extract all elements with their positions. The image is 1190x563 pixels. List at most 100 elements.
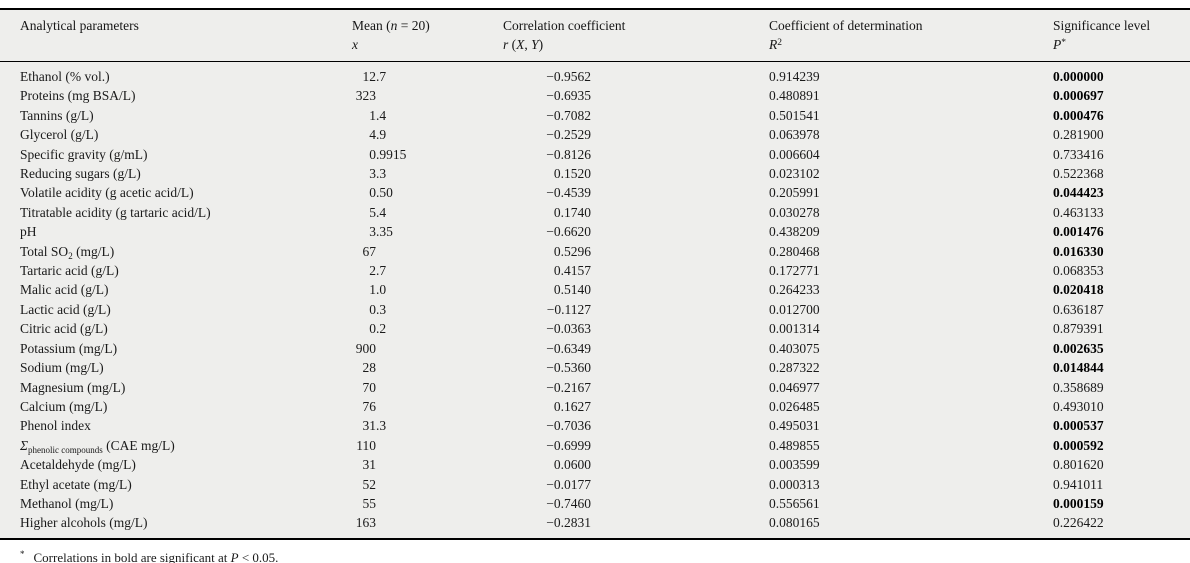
mean-integer-part: 28	[362, 360, 377, 376]
text-segment: (CAE mg/L)	[102, 437, 175, 453]
text-segment: R	[769, 37, 778, 52]
text-segment: Acetaldehyde (mg/L)	[20, 457, 136, 473]
determination-cell: 0.438209	[769, 224, 820, 240]
text-segment: (mg/L)	[72, 243, 115, 259]
table-row: Reducing sugars (g/L) 3.3 0.1520 0.023102 0.…	[0, 164, 1190, 183]
correlation-cell: −0.2831	[503, 513, 769, 538]
text-segment: Methanol (mg/L)	[20, 495, 114, 511]
param-cell: Titratable acidity (g tartaric acid/L)	[0, 203, 352, 222]
correlation-cell: −0.0177	[503, 475, 769, 494]
correlation-cell: −0.8126	[503, 145, 769, 164]
table-row: Magnesium (mg/L) 70 −0.2167 0.046977 0.35868…	[0, 378, 1190, 397]
text-segment: Lactic acid (g/L)	[20, 301, 111, 317]
significance-cell: 0.000476	[1053, 107, 1104, 123]
correlation-value: −0.6349	[546, 340, 591, 356]
header-line1: Mean (n = 20)	[352, 16, 503, 35]
param-cell: Volatile acidity (g acetic acid/L)	[0, 183, 352, 202]
param-cell: Phenol index	[0, 416, 352, 435]
mean-cell: 70	[352, 378, 503, 397]
text-segment: r	[503, 37, 509, 52]
significance-cell: 0.493010	[1053, 398, 1104, 414]
text-segment: Volatile acidity (g acetic acid/L)	[20, 185, 194, 201]
mean-integer-part: 0	[369, 321, 376, 337]
text-segment: Proteins (mg BSA/L)	[20, 88, 136, 104]
mean-cell: 28	[352, 358, 503, 377]
table-row: Citric acid (g/L) 0.2 −0.0363 0.001314 0.879…	[0, 319, 1190, 338]
mean-integer-part: 76	[362, 398, 377, 414]
mean-integer-part: 0	[369, 185, 376, 201]
mean-integer-part: 110	[356, 437, 376, 453]
mean-cell: 2.7	[352, 261, 503, 280]
correlation-value: 0.4157	[553, 263, 591, 279]
text-segment: 2	[777, 38, 782, 48]
table-row: Titratable acidity (g tartaric acid/L) 5.…	[0, 203, 1190, 222]
correlation-cell: −0.0363	[503, 319, 769, 338]
text-segment: 2	[68, 250, 73, 261]
significance-cell: 0.463133	[1053, 204, 1104, 220]
text-segment: Tartaric acid (g/L)	[20, 263, 119, 279]
correlation-cell: 0.4157	[503, 261, 769, 280]
significance-cell: 0.801620	[1053, 457, 1104, 473]
param-cell: Σphenolic compounds (CAE mg/L)	[0, 436, 352, 455]
text-segment: < 0.05.	[238, 549, 279, 563]
text-segment: pH	[20, 224, 37, 240]
determination-cell: 0.001314	[769, 321, 820, 337]
header-line1: Correlation coefficient	[503, 16, 769, 35]
mean-cell: 31	[352, 455, 503, 474]
analytical-parameters-table: Analytical parameters Mean (n = 20) x Corre…	[0, 8, 1190, 540]
table-row: Calcium (mg/L) 76 0.1627 0.026485 0.493010	[0, 397, 1190, 416]
correlation-value: −0.2167	[546, 379, 591, 395]
determination-cell: 0.172771	[769, 263, 820, 279]
mean-cell: 0.9915	[352, 145, 503, 164]
significance-cell: 0.000159	[1053, 495, 1104, 511]
table-header: Analytical parameters Mean (n = 20) x Corre…	[0, 9, 1190, 62]
significance-cell: 0.000000	[1053, 69, 1104, 84]
mean-integer-part: 70	[362, 379, 377, 395]
table-row: Methanol (mg/L) 55 −0.7460 0.556561 0.000159	[0, 494, 1190, 513]
correlation-cell: −0.1127	[503, 300, 769, 319]
determination-cell: 0.046977	[769, 379, 820, 395]
significance-cell: 0.000592	[1053, 437, 1104, 453]
correlation-value: −0.5360	[546, 360, 591, 376]
mean-integer-part: 323	[355, 88, 376, 104]
text-segment: Titratable acidity (g tartaric acid/L)	[20, 204, 211, 220]
significance-cell: 0.941011	[1053, 476, 1104, 492]
param-cell: Citric acid (g/L)	[0, 319, 352, 338]
determination-cell: 0.030278	[769, 204, 820, 220]
mean-fraction-part: .50	[376, 185, 393, 201]
mean-cell: 1.0	[352, 280, 503, 299]
mean-integer-part: 52	[362, 476, 377, 492]
text-segment: Higher alcohols (mg/L)	[20, 515, 148, 531]
correlation-value: 0.1627	[553, 398, 591, 414]
header-row: Analytical parameters Mean (n = 20) x Corre…	[0, 9, 1190, 62]
mean-integer-part: 3	[369, 166, 376, 182]
mean-integer-part: 900	[355, 340, 376, 356]
correlation-value: −0.2831	[546, 515, 591, 531]
mean-cell: 52	[352, 475, 503, 494]
significance-cell: 0.016330	[1053, 243, 1104, 259]
mean-fraction-part: .2	[376, 321, 387, 337]
mean-integer-part: 3	[369, 224, 376, 240]
mean-integer-part: 163	[355, 515, 376, 531]
text-segment: *	[1061, 38, 1066, 48]
correlation-value: −0.0363	[546, 321, 591, 337]
correlation-cell: −0.6935	[503, 86, 769, 105]
mean-integer-part: 0	[369, 301, 376, 317]
column-header-mean: Mean (n = 20) x	[352, 9, 503, 62]
text-segment: Y	[531, 37, 539, 52]
mean-integer-part: 5	[369, 204, 376, 220]
text-segment: Reducing sugars (g/L)	[20, 166, 141, 182]
param-cell: Tartaric acid (g/L)	[0, 261, 352, 280]
table-row: Specific gravity (g/mL) 0.9915 −0.8126 0.00…	[0, 145, 1190, 164]
mean-integer-part: 31	[362, 457, 377, 473]
param-cell: Total SO2 (mg/L)	[0, 242, 352, 261]
column-header-coefficient-of-determination: Coefficient of determination R2	[769, 9, 1053, 62]
determination-cell: 0.495031	[769, 418, 820, 434]
text-segment: Σ	[20, 437, 29, 453]
text-segment: Specific gravity (g/mL)	[20, 146, 148, 162]
header-line1: Coefficient of determination	[769, 16, 1053, 35]
determination-cell: 0.489855	[769, 437, 820, 453]
significance-cell: 0.281900	[1053, 127, 1104, 143]
table-row: Tartaric acid (g/L) 2.7 0.4157 0.172771 0.06…	[0, 261, 1190, 280]
